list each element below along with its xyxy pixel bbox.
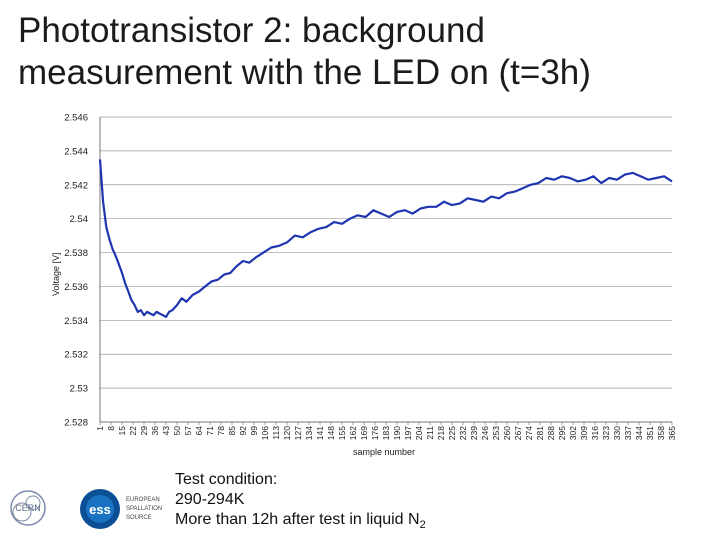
slide-title: Phototransistor 2: background measuremen… [18, 11, 591, 92]
x-axis-label: sample number [353, 447, 415, 457]
x-tick-label: 323 [601, 426, 611, 440]
x-tick-label: 85 [227, 426, 237, 436]
x-tick-label: 162 [348, 426, 358, 440]
x-tick-label: 225 [447, 426, 457, 440]
cern-logo-text: CERN [15, 503, 41, 513]
y-tick-label: 2.538 [64, 248, 88, 259]
note-line-1: Test condition: [175, 471, 278, 488]
series-layer [98, 159, 673, 318]
y-tick-label: 2.528 [64, 418, 88, 429]
x-tick-label: 211 [425, 426, 435, 440]
x-tick-label: 302 [568, 426, 578, 440]
y-axis-label: Voltage [V] [51, 252, 61, 296]
x-tick-label: 71 [205, 426, 215, 436]
x-tick-label: 99 [249, 426, 259, 436]
x-tick-label: 351 [645, 426, 655, 440]
x-tick-label: 183 [381, 426, 391, 440]
y-tick-labels: 2.546 2.544 2.542 2.54 2.538 2.536 2.534 2.532 2… [64, 113, 88, 429]
x-tick-label: 8 [106, 426, 116, 431]
note-line-3-text: More than 12h after test in liquid N [175, 511, 420, 528]
x-tick-label: 337 [623, 426, 633, 440]
x-tick-label: 309 [579, 426, 589, 440]
x-tick-label: 57 [183, 426, 193, 436]
y-tick-label: 2.534 [64, 316, 88, 327]
x-tick-labels: 1 8 15 22 29 36 43 50 57 64 71 78 85 92 99 106 113 120 127… [95, 426, 677, 440]
ess-logo: ess EUROPEAN SPALLATION SOURCE [80, 489, 162, 529]
x-tick-label: 365 [667, 426, 677, 440]
axes [99, 117, 673, 425]
x-tick-label: 246 [480, 426, 490, 440]
cern-logo: CERN [10, 490, 46, 526]
x-tick-label: 50 [172, 426, 182, 436]
y-tick-label: 2.546 [64, 113, 88, 124]
x-tick-label: 288 [546, 426, 556, 440]
x-tick-label: 1 [95, 426, 105, 431]
ess-text-line-2: SPALLATION [126, 506, 162, 512]
y-tick-label: 2.544 [64, 146, 88, 157]
y-tick-label: 2.532 [64, 350, 88, 361]
x-tick-label: 113 [271, 426, 281, 440]
y-tick-label: 2.542 [64, 180, 88, 191]
x-tick-label: 330 [612, 426, 622, 440]
test-condition-note: Test condition: 290-294K More than 12h a… [175, 470, 426, 535]
note-line-3-subscript: 2 [419, 519, 426, 532]
x-tick-label: 64 [194, 426, 204, 436]
grid-lines [100, 116, 672, 423]
series-line [98, 159, 673, 318]
x-tick-label: 155 [337, 426, 347, 440]
x-tick-label: 274 [524, 426, 534, 440]
x-tick-label: 232 [458, 426, 468, 440]
ess-text-line-3: SOURCE [126, 515, 152, 521]
ess-logo-text: ess [89, 502, 111, 517]
x-tick-label: 148 [326, 426, 336, 440]
x-tick-label: 197 [403, 426, 413, 440]
y-tick-label: 2.536 [64, 282, 88, 293]
x-tick-label: 92 [238, 426, 248, 436]
x-tick-label: 22 [128, 426, 138, 436]
x-tick-label: 29 [139, 426, 149, 436]
note-line-2: 290-294K [175, 491, 245, 508]
x-tick-label: 120 [282, 426, 292, 440]
x-tick-label: 358 [656, 426, 666, 440]
x-tick-label: 295 [557, 426, 567, 440]
y-tick-label: 2.54 [70, 214, 89, 225]
y-tick-label: 2.53 [70, 384, 89, 395]
x-tick-label: 316 [590, 426, 600, 440]
ess-text-line-1: EUROPEAN [126, 497, 160, 503]
x-tick-label: 78 [216, 426, 226, 436]
x-tick-label: 15 [117, 426, 127, 436]
x-tick-label: 344 [634, 426, 644, 440]
x-tick-label: 169 [359, 426, 369, 440]
x-tick-label: 176 [370, 426, 380, 440]
x-tick-label: 204 [414, 426, 424, 440]
x-tick-label: 127 [293, 426, 303, 440]
x-tick-label: 43 [161, 426, 171, 436]
x-tick-label: 190 [392, 426, 402, 440]
x-tick-label: 281 [535, 426, 545, 440]
x-tick-label: 239 [469, 426, 479, 440]
x-tick-label: 260 [502, 426, 512, 440]
x-tick-label: 134 [304, 426, 314, 440]
x-tick-label: 36 [150, 426, 160, 436]
x-tick-label: 253 [491, 426, 501, 440]
x-tick-label: 267 [513, 426, 523, 440]
note-line-3: More than 12h after test in liquid N2 [175, 510, 426, 535]
x-tick-label: 141 [315, 426, 325, 440]
x-tick-label: 106 [260, 426, 270, 440]
x-tick-label: 218 [436, 426, 446, 440]
